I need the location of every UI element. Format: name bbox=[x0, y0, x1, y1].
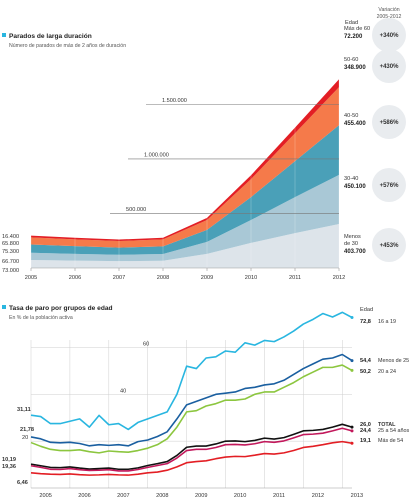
y-tick-label: 20 bbox=[22, 435, 28, 441]
chart-subtitle: En % de la población activa bbox=[9, 315, 73, 321]
legend-series-name: Menos de 25 bbox=[378, 358, 409, 364]
variation-header-line1: Variación bbox=[378, 7, 399, 13]
legend-series-value: 50,2 bbox=[360, 369, 371, 375]
legend-series-value: 72,8 bbox=[360, 319, 371, 325]
x-tick-label: 2005 bbox=[39, 493, 51, 498]
line-series-1 bbox=[30, 353, 353, 447]
legend-series-name: 16 a 19 bbox=[378, 319, 396, 325]
line-series-5 bbox=[30, 440, 353, 476]
unemployment-rate-chart: Tasa de paro por grupos de edad En % de l… bbox=[2, 305, 409, 498]
x-tick-label: 2013 bbox=[351, 493, 363, 498]
x-tick-label: 2012 bbox=[333, 275, 345, 281]
title-marker bbox=[2, 33, 6, 37]
variation-bubble bbox=[372, 49, 406, 83]
legend-series-value: 348.900 bbox=[344, 65, 366, 71]
long-term-unemployment-chart: Parados de larga duración Número de parad… bbox=[2, 7, 406, 281]
line-series-3 bbox=[30, 423, 353, 471]
legend-series-name: Más de 60 bbox=[344, 26, 370, 32]
line-end-marker bbox=[350, 441, 354, 445]
y-tick-label: 1.500.000 bbox=[162, 98, 187, 104]
variation-value: +430% bbox=[380, 64, 400, 70]
legend-series-name: Más de 54 bbox=[378, 438, 403, 444]
start-value-label: 21,78 bbox=[20, 427, 34, 433]
line-end-marker bbox=[350, 315, 354, 319]
legend-header: Edad bbox=[360, 307, 373, 313]
legend-series-value: 403.700 bbox=[344, 249, 366, 255]
x-tick-label: 2006 bbox=[78, 493, 90, 498]
line-series-2 bbox=[30, 364, 353, 454]
variation-bubble bbox=[372, 228, 406, 262]
y-tick-label: 1.000.000 bbox=[144, 152, 169, 158]
start-value-label: 65.800 bbox=[2, 241, 19, 247]
x-tick-label: 2009 bbox=[201, 275, 213, 281]
variation-value: +576% bbox=[380, 183, 400, 189]
legend-series-name: TOTAL bbox=[378, 422, 396, 428]
x-tick-label: 2005 bbox=[25, 275, 37, 281]
x-tick-label: 2010 bbox=[245, 275, 257, 281]
x-tick-label: 2008 bbox=[157, 275, 169, 281]
y-tick-label: 40 bbox=[120, 388, 126, 394]
legend-series-name: 40-50 bbox=[344, 113, 358, 119]
variation-value: +586% bbox=[380, 120, 400, 126]
area-series-0 bbox=[31, 223, 339, 268]
start-value-label: 75.300 bbox=[2, 249, 19, 255]
line-series-0 bbox=[30, 311, 353, 431]
start-value-label: 16.400 bbox=[2, 234, 19, 240]
variation-value: +340% bbox=[380, 33, 400, 39]
legend-series-name: 25 a 54 años bbox=[378, 428, 409, 434]
x-tick-label: 2011 bbox=[273, 493, 285, 498]
y-tick-label: 60 bbox=[143, 341, 149, 347]
chart-title: Parados de larga duración bbox=[9, 33, 92, 40]
legend-series-value: 26,0 bbox=[360, 422, 371, 428]
variation-bubble bbox=[372, 105, 406, 139]
legend-series-name: 30-40 bbox=[344, 176, 358, 182]
x-tick-label: 2007 bbox=[117, 493, 129, 498]
start-value-label: 19,36 bbox=[2, 464, 16, 470]
legend-series-value: 72.200 bbox=[344, 34, 363, 40]
line-end-marker bbox=[350, 429, 354, 433]
legend-series-name: 50-60 bbox=[344, 57, 358, 63]
legend-series-name: de 30 bbox=[344, 241, 358, 247]
start-value-label: 31,11 bbox=[17, 407, 31, 413]
legend-series-value: 19,1 bbox=[360, 438, 371, 444]
area-series-2 bbox=[31, 125, 339, 255]
line-end-marker bbox=[350, 368, 354, 372]
legend-series-value: 54,4 bbox=[360, 358, 372, 364]
start-value-label: 10,19 bbox=[2, 457, 16, 463]
variation-bubble bbox=[372, 18, 406, 52]
y-tick-label: 500.000 bbox=[126, 207, 146, 213]
legend-series-name: 20 a 24 bbox=[378, 369, 396, 375]
variation-bubble bbox=[372, 168, 406, 202]
legend-header: Edad bbox=[345, 20, 358, 26]
x-tick-label: 2008 bbox=[156, 493, 168, 498]
legend-series-value: 455.400 bbox=[344, 121, 366, 127]
start-value-label: 6,46 bbox=[17, 480, 28, 486]
line-end-marker bbox=[350, 359, 354, 363]
variation-value: +453% bbox=[380, 243, 400, 249]
x-tick-label: 2011 bbox=[289, 275, 301, 281]
area-series-1 bbox=[31, 174, 339, 262]
variation-header-line2: 2005-2012 bbox=[377, 14, 402, 20]
x-tick-label: 2009 bbox=[195, 493, 207, 498]
start-value-label: 66.700 bbox=[2, 259, 19, 265]
x-tick-label: 2012 bbox=[312, 493, 324, 498]
title-marker bbox=[2, 305, 6, 309]
x-tick-label: 2010 bbox=[234, 493, 246, 498]
x-tick-label: 2006 bbox=[69, 275, 81, 281]
chart-title: Tasa de paro por grupos de edad bbox=[9, 305, 113, 312]
line-series-4 bbox=[30, 427, 353, 472]
start-value-label: 73.000 bbox=[2, 268, 19, 274]
x-tick-label: 2007 bbox=[113, 275, 125, 281]
line-end-marker bbox=[350, 425, 354, 429]
area-series-3 bbox=[31, 87, 339, 248]
legend-series-name: Menos bbox=[344, 234, 361, 240]
chart-subtitle: Número de parados de más de 2 años de du… bbox=[9, 43, 126, 49]
legend-series-value: 24,4 bbox=[360, 428, 372, 434]
legend-series-value: 450.100 bbox=[344, 184, 366, 190]
